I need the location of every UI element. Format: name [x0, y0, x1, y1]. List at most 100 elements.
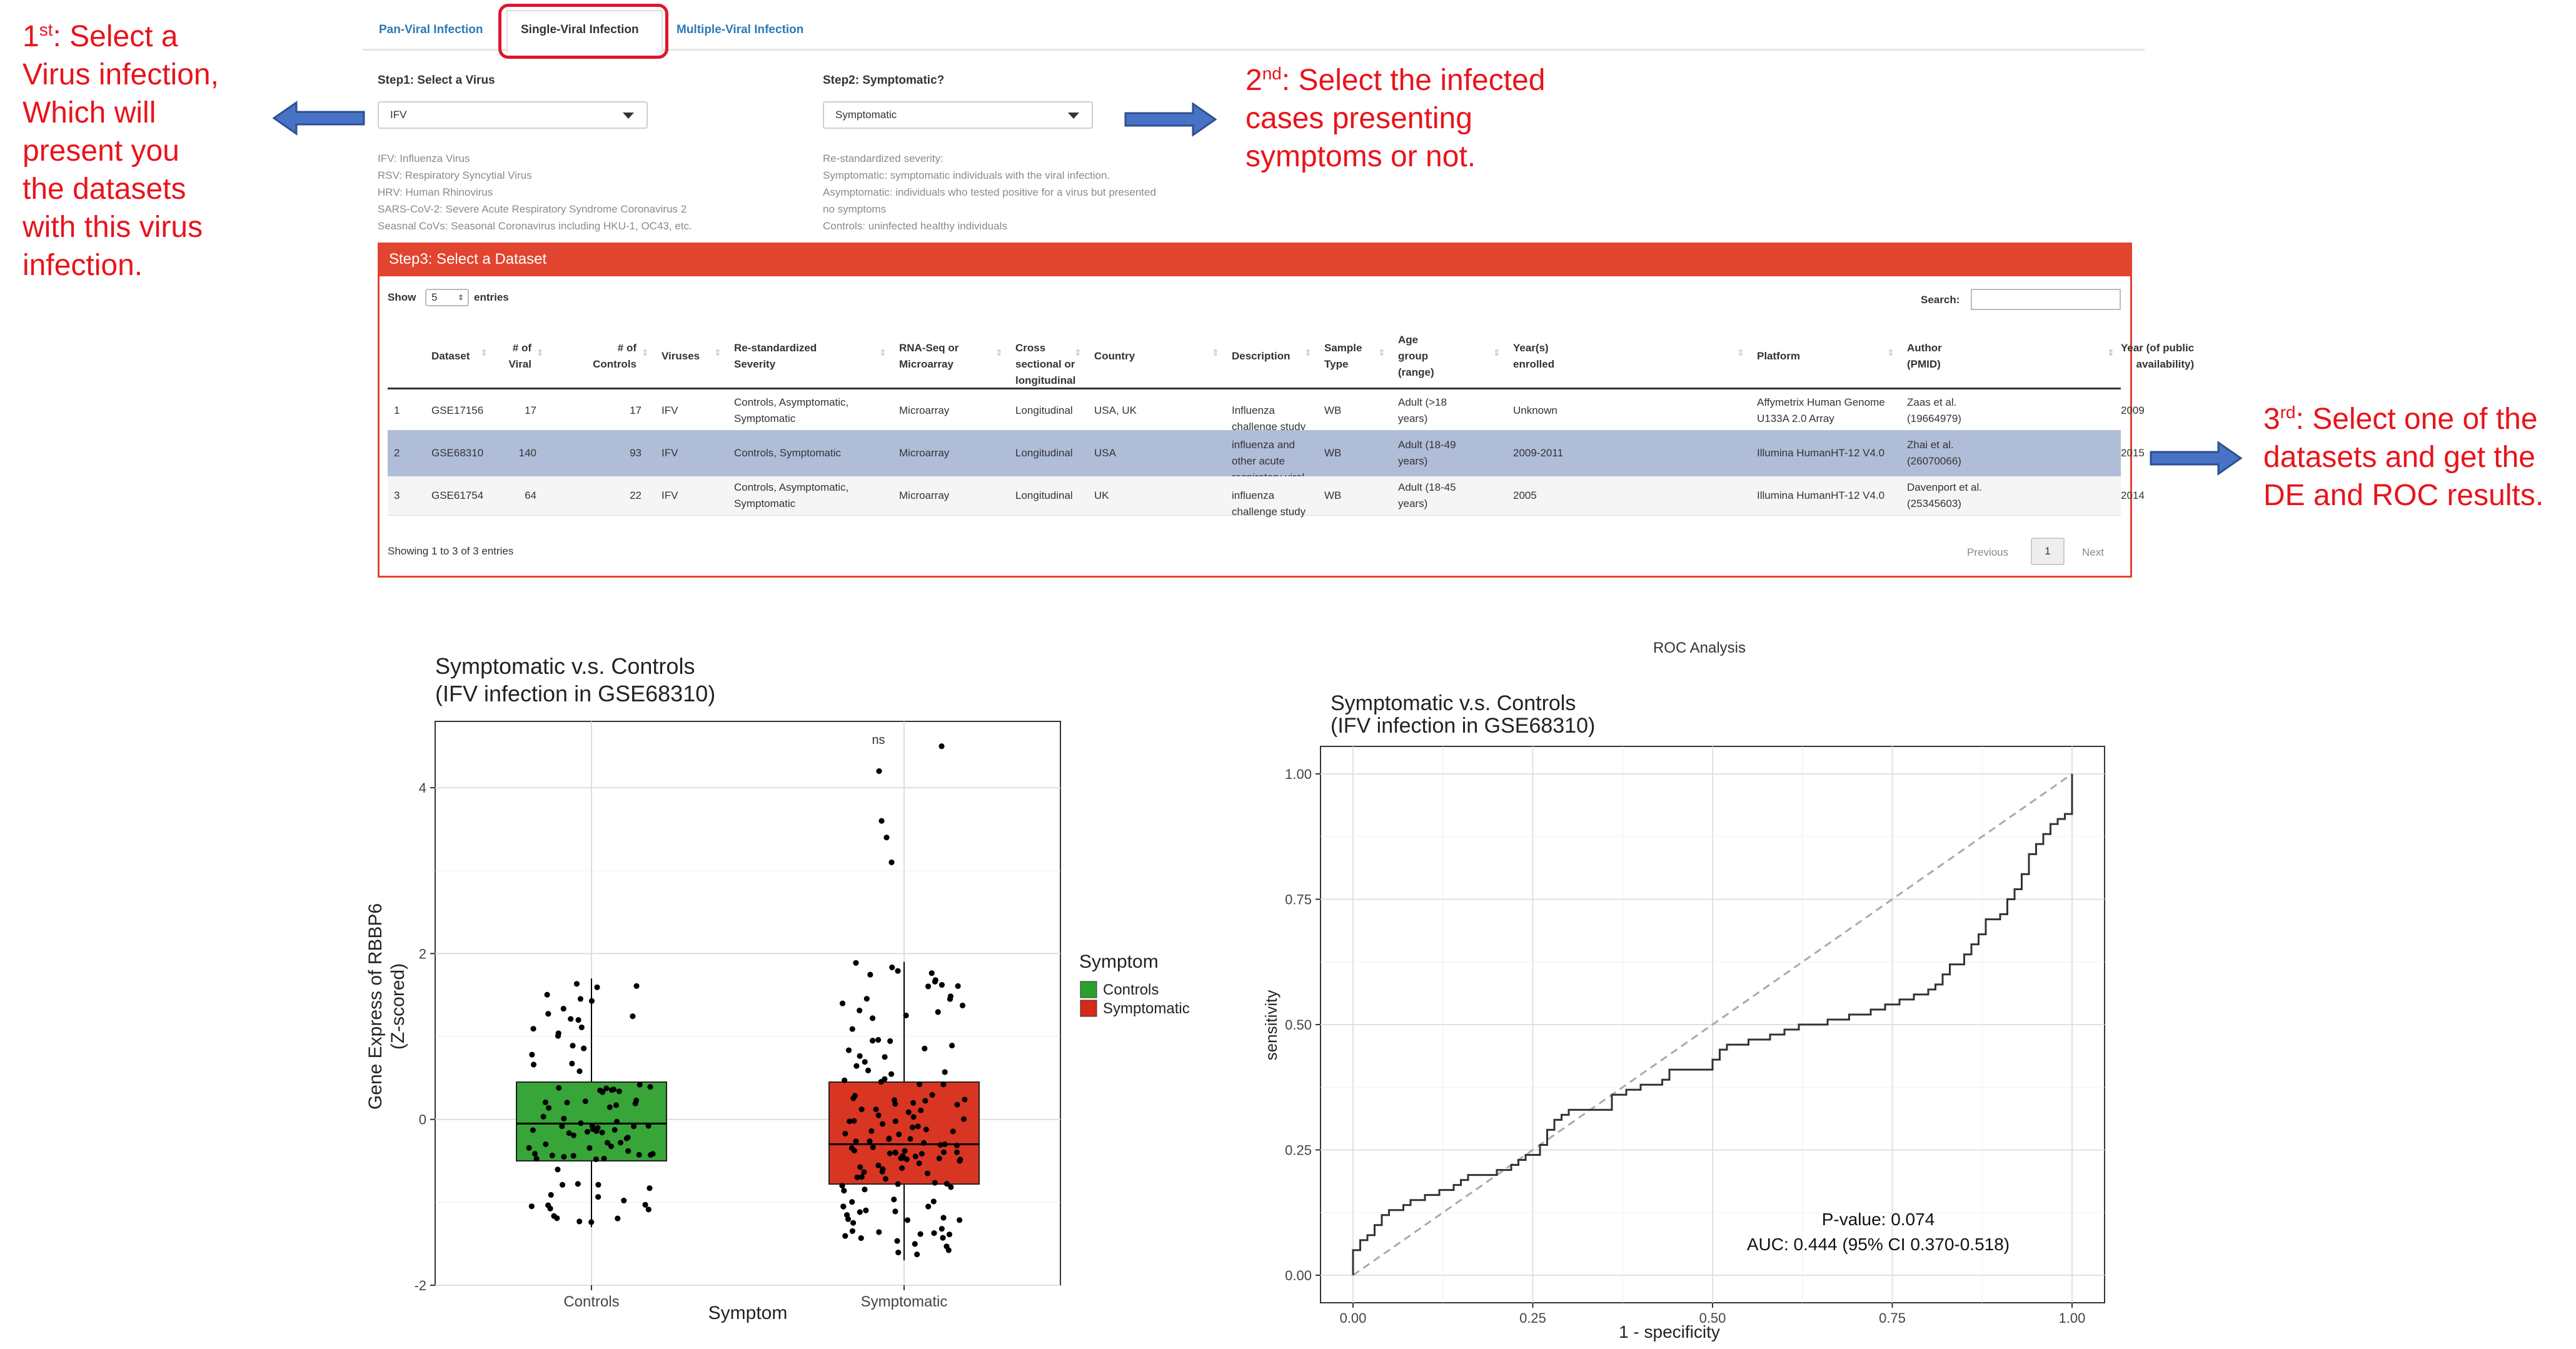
boxplot-subtitle: (IFV infection in GSE68310): [435, 681, 715, 706]
table-cell: 140: [494, 445, 536, 461]
data-point: [904, 1217, 910, 1223]
annotation-step1-line: infection.: [23, 249, 143, 282]
column-header[interactable]: Country: [1094, 348, 1213, 364]
column-header[interactable]: # of Controls: [550, 340, 636, 373]
table-cell: Unknown: [1513, 403, 1744, 419]
table-cell: USA, UK: [1094, 403, 1219, 419]
tab-multiple-viral[interactable]: Multiple-Viral Infection: [677, 23, 804, 36]
data-point: [922, 1045, 928, 1051]
column-header[interactable]: Cross sectional or longitudinal: [1015, 340, 1075, 389]
row-index: 1: [394, 404, 400, 416]
column-header[interactable]: Platform: [1757, 348, 1888, 364]
table-cell-text: Controls, Asymptomatic,: [734, 481, 849, 493]
table-header: [388, 325, 2121, 389]
search-input[interactable]: [1971, 289, 2121, 310]
table-cell-text: WB: [1324, 489, 1342, 501]
data-point: [880, 1166, 886, 1172]
table-cell-text: Illumina HumanHT-12 V4.0: [1757, 447, 1885, 459]
table-cell-text: 17: [525, 404, 536, 416]
data-point: [892, 1149, 898, 1155]
table-cell-text: Microarray: [899, 447, 950, 459]
data-point: [882, 1054, 888, 1060]
help-line: Symptomatic: symptomatic individuals wit…: [823, 169, 1110, 181]
previous-page-button[interactable]: Previous: [1967, 546, 2009, 558]
data-point: [595, 1181, 601, 1188]
tab-single-viral[interactable]: Single-Viral Infection: [521, 23, 639, 36]
table-cell-text: (19664979): [1907, 413, 1961, 424]
column-header-text: Cross sectional or: [1015, 342, 1075, 370]
next-page-button[interactable]: Next: [2082, 546, 2104, 558]
column-header[interactable]: Age group (range): [1398, 332, 1494, 381]
data-point: [909, 1124, 915, 1130]
data-point: [960, 1116, 967, 1122]
reference-diagonal: [1352, 773, 2073, 1276]
data-point: [889, 965, 895, 971]
data-point: [575, 1181, 581, 1187]
annotation-step1-line: the datasets: [23, 173, 186, 206]
table-cell-text: (26070066): [1907, 455, 1961, 467]
boxplot-title: Symptomatic v.s. Controls: [435, 653, 695, 679]
table-cell-text: Illumina HumanHT-12 V4.0: [1757, 489, 1885, 501]
page-1-button[interactable]: 1: [2031, 538, 2065, 565]
data-point: [647, 1185, 653, 1191]
data-point: [882, 1176, 888, 1182]
column-header[interactable]: Re-standardized Severity: [734, 340, 880, 373]
data-point: [886, 1136, 892, 1142]
legend-swatch-symptomatic: [1080, 1000, 1097, 1017]
help-line: IFV: Influenza Virus: [378, 153, 470, 164]
column-header[interactable]: Author (PMID): [1907, 340, 2108, 373]
chevron-down-icon: [623, 113, 634, 119]
table-cell-text: influenza and other acute: [1232, 439, 1296, 467]
column-header[interactable]: # of Viral: [494, 340, 531, 373]
symptomatic-select[interactable]: Symptomatic: [823, 101, 1093, 129]
column-header[interactable]: Description: [1232, 348, 1306, 364]
column-header-text: group: [1398, 350, 1429, 362]
column-header[interactable]: Year(s) enrolled: [1513, 340, 1738, 373]
column-header[interactable]: Viruses: [662, 348, 715, 364]
table-cell: Controls, Symptomatic: [734, 445, 887, 461]
table-cell-text: GSE61754: [431, 489, 484, 501]
virus-select[interactable]: IFV: [378, 101, 648, 129]
data-point: [543, 1141, 549, 1148]
data-point: [943, 1181, 950, 1187]
data-point: [588, 1219, 595, 1225]
data-point: [857, 1164, 863, 1170]
outlier-point: [888, 860, 895, 865]
data-point: [940, 1081, 947, 1088]
data-point: [632, 1100, 638, 1106]
annotation-step1-line: with this virus: [23, 211, 203, 244]
column-header-text: # of: [617, 342, 636, 354]
column-header[interactable]: Sample Type: [1324, 340, 1379, 373]
y-tick-label: 0.00: [1285, 1268, 1312, 1283]
entries-select[interactable]: 5 ⇕: [425, 289, 469, 306]
data-point: [940, 1215, 947, 1221]
data-point: [917, 1081, 923, 1088]
significance-label: ns: [872, 733, 885, 747]
x-tick-label: 0.00: [1340, 1310, 1367, 1326]
data-point: [844, 1212, 850, 1218]
table-row[interactable]: [388, 476, 2121, 516]
sort-icon: ⇕: [1378, 348, 1386, 358]
data-point: [616, 1088, 622, 1095]
table-cell: 2009-2011: [1513, 445, 1744, 461]
roc-xlabel: 1 - specificity: [1619, 1322, 1720, 1341]
data-point: [636, 1081, 643, 1088]
annotation-step2: 2nd: Select the infected cases presentin…: [1245, 61, 1633, 176]
data-point: [895, 1181, 901, 1187]
tab-pan-viral[interactable]: Pan-Viral Infection: [379, 23, 483, 36]
roc-pvalue-label: P-value: 0.074: [1822, 1210, 1935, 1229]
data-point: [935, 1009, 941, 1015]
column-header[interactable]: Dataset: [431, 348, 481, 364]
column-header-text: Type: [1324, 358, 1349, 370]
table-cell-text: Controls, Symptomatic: [734, 447, 841, 459]
data-point: [611, 1086, 617, 1093]
table-cell-text: Zaas et al.: [1907, 396, 1957, 408]
data-point: [586, 1145, 593, 1151]
column-header[interactable]: RNA-Seq or Microarray: [899, 340, 997, 373]
data-point: [954, 1101, 960, 1108]
roc-title: Symptomatic v.s. Controls: [1331, 691, 1576, 715]
outlier-point: [938, 743, 945, 750]
column-header[interactable]: Year (of public availability): [2121, 340, 2194, 373]
data-point: [645, 1123, 652, 1129]
column-header-text: Author: [1907, 342, 1942, 354]
